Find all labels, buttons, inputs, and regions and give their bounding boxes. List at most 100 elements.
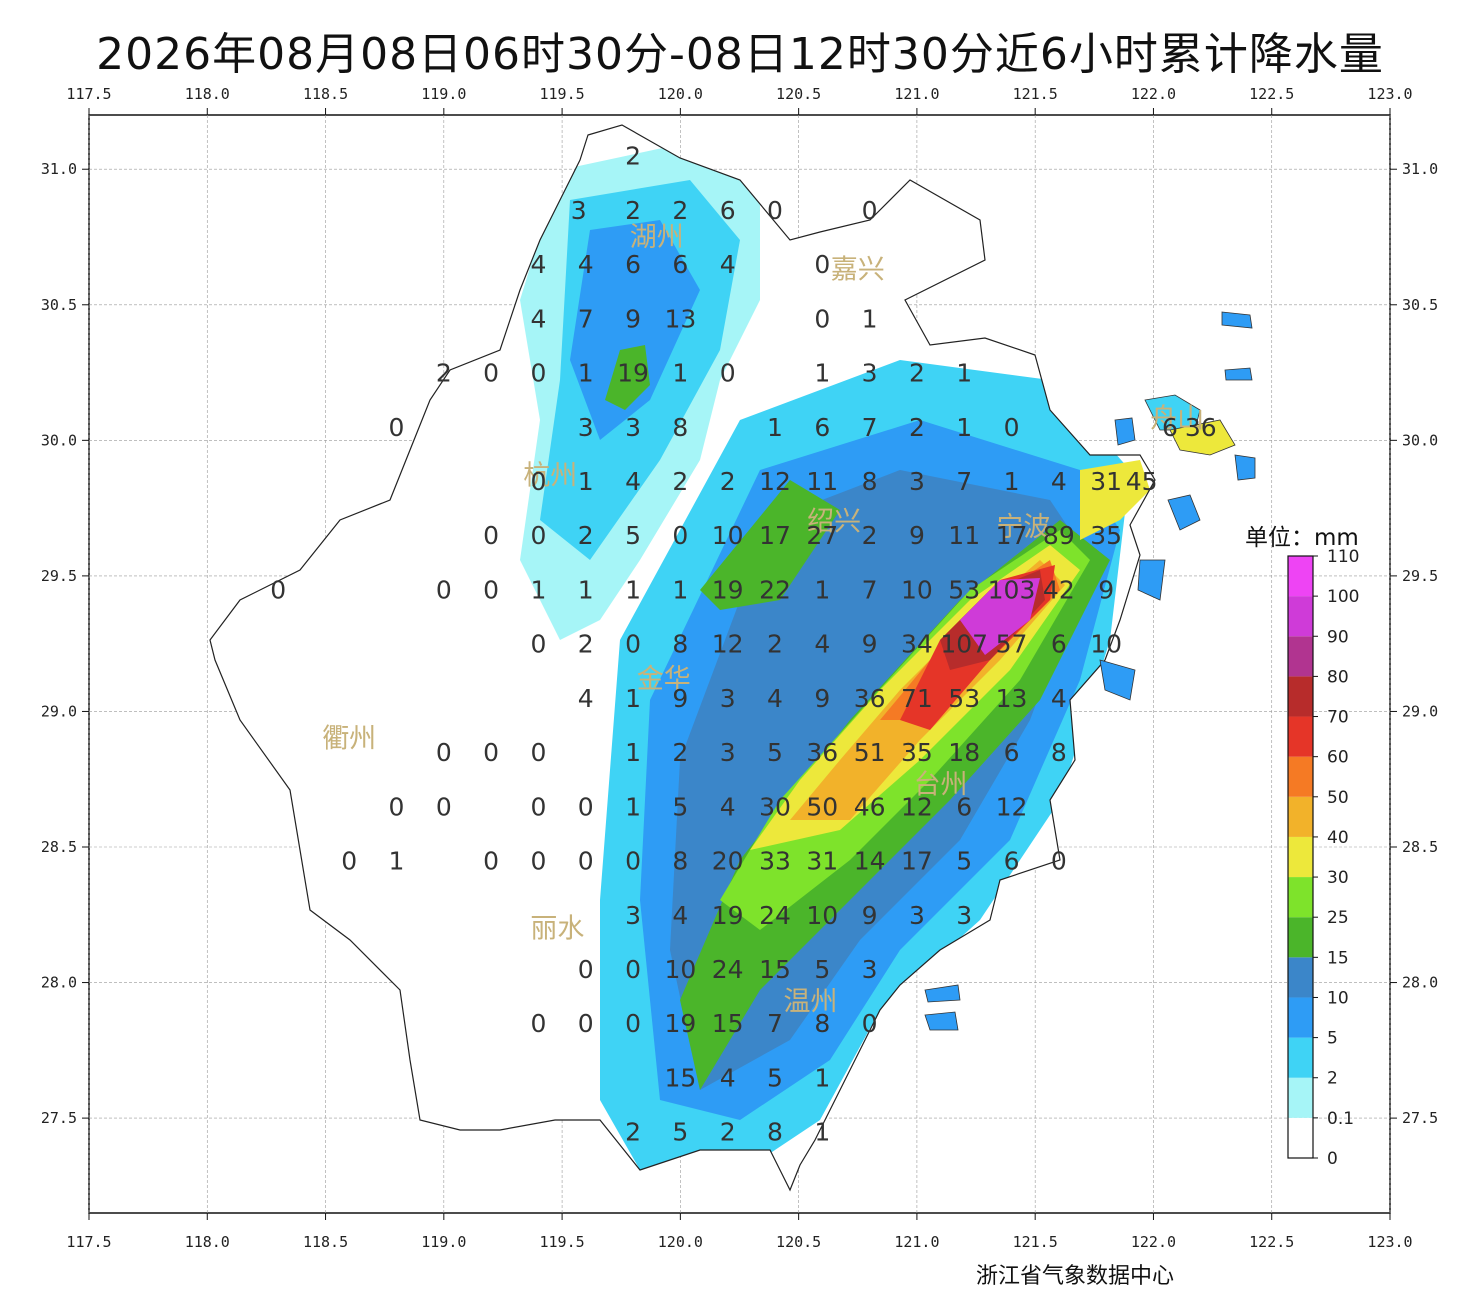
station-value: 5 — [956, 847, 972, 876]
station-value: 1 — [956, 359, 972, 388]
lon-tick-label-top: 120.5 — [776, 85, 821, 103]
islands — [924, 311, 1256, 1031]
legend-level-label: 70 — [1327, 708, 1349, 728]
lon-tick-label-bottom: 122.0 — [1131, 1233, 1176, 1251]
legend-level-label: 40 — [1327, 828, 1349, 848]
station-value: 1 — [389, 847, 405, 876]
station-value: 4 — [625, 467, 641, 496]
city-label: 湖州 — [630, 222, 684, 253]
station-value: 30 — [759, 792, 791, 821]
station-value: 0 — [862, 1009, 878, 1038]
legend-swatch — [1288, 636, 1313, 677]
city-label: 衢州 — [322, 724, 376, 755]
station-value: 4 — [1051, 467, 1067, 496]
station-value: 8 — [862, 467, 878, 496]
station-value: 10 — [712, 521, 744, 550]
lon-tick-label-top: 120.0 — [658, 85, 703, 103]
station-value: 1 — [578, 359, 594, 388]
station-value: 0 — [436, 575, 452, 604]
station-value: 45 — [1126, 467, 1158, 496]
station-value: 0 — [530, 630, 546, 659]
station-value: 17 — [996, 521, 1028, 550]
city-label: 台州 — [914, 770, 968, 801]
lon-tick-label-bottom: 123.0 — [1367, 1233, 1412, 1251]
city-label: 金华 — [637, 664, 691, 695]
legend-swatch — [1288, 1077, 1313, 1118]
station-value: 34 — [901, 630, 933, 659]
station-value: 2 — [625, 142, 641, 171]
lon-tick-label-top: 119.5 — [540, 85, 585, 103]
lon-tick-label-top: 123.0 — [1367, 85, 1412, 103]
station-value: 0 — [483, 359, 499, 388]
station-value: 3 — [625, 901, 641, 930]
station-value: 9 — [909, 521, 925, 550]
station-value: 0 — [341, 847, 357, 876]
station-value: 24 — [759, 901, 791, 930]
station-value: 2 — [767, 630, 783, 659]
station-value: 6 — [1162, 413, 1178, 442]
station-value: 0 — [625, 1009, 641, 1038]
station-value: 3 — [956, 901, 972, 930]
station-value: 15 — [664, 1063, 696, 1092]
station-value: 9 — [1098, 575, 1114, 604]
station-value: 1 — [672, 359, 688, 388]
station-value: 0 — [814, 250, 830, 279]
station-value: 0 — [530, 1009, 546, 1038]
station-value: 5 — [672, 1118, 688, 1147]
station-value: 1 — [767, 413, 783, 442]
station-value: 3 — [578, 413, 594, 442]
station-value: 6 — [1004, 738, 1020, 767]
station-value: 3 — [909, 901, 925, 930]
legend-level-label: 15 — [1327, 948, 1349, 968]
legend-swatch — [1288, 556, 1313, 597]
station-value: 27 — [806, 521, 838, 550]
station-values: 23 2 2 6 0 04 4 6 6 4 04 7 9 13 0 12 0 0 1 19 1 0 1 3 2 10 3 3 8 1 6 7 2… — [270, 142, 1216, 1147]
station-value: 0 — [483, 575, 499, 604]
province-boundary — [209, 124, 1156, 1192]
station-value: 12 — [901, 792, 933, 821]
station-value: 8 — [672, 847, 688, 876]
station-value: 2 — [625, 196, 641, 225]
lon-tick-label-top: 119.0 — [421, 85, 466, 103]
lon-tick-label-top: 122.0 — [1131, 85, 1176, 103]
station-value: 1 — [956, 413, 972, 442]
station-value: 1 — [862, 304, 878, 333]
legend-level-label: 0.1 — [1327, 1109, 1354, 1129]
legend-level-label: 80 — [1327, 667, 1349, 687]
station-value: 9 — [814, 684, 830, 713]
lat-tick-label-right: 27.5 — [1402, 1109, 1438, 1127]
axis-ticks: 117.5 117.5 118.0 118.0 118.5 118.5 119.0 119.0… — [41, 85, 1438, 1251]
station-value: 9 — [625, 304, 641, 333]
station-value: 31 — [1090, 467, 1122, 496]
station-value: 0 — [530, 738, 546, 767]
city-label: 宁波 — [996, 512, 1050, 543]
station-value: 1 — [578, 467, 594, 496]
lat-tick-label-left: 28.5 — [41, 838, 77, 856]
city-label: 嘉兴 — [831, 255, 885, 286]
station-value: 0 — [483, 521, 499, 550]
lat-tick-label-right: 29.5 — [1402, 567, 1438, 585]
data-source: 浙江省气象数据中心 — [976, 1264, 1175, 1289]
station-value: 1 — [814, 575, 830, 604]
station-value: 20 — [712, 847, 744, 876]
station-value: 1 — [625, 684, 641, 713]
station-value: 9 — [862, 630, 878, 659]
station-value: 0 — [672, 521, 688, 550]
station-value: 0 — [578, 955, 594, 984]
station-value: 11 — [948, 521, 980, 550]
legend-swatch — [1288, 796, 1313, 837]
city-label: 舟山 — [1150, 404, 1204, 435]
station-value: 7 — [862, 413, 878, 442]
station-value: 6 — [672, 250, 688, 279]
station-value: 0 — [578, 792, 594, 821]
station-value: 1 — [1004, 467, 1020, 496]
station-value: 12 — [712, 630, 744, 659]
city-label: 温州 — [783, 987, 837, 1018]
station-value: 0 — [483, 847, 499, 876]
station-value: 4 — [578, 250, 594, 279]
station-value: 0 — [530, 847, 546, 876]
legend-swatch — [1288, 676, 1313, 717]
legend-level-label: 100 — [1327, 587, 1359, 607]
station-value: 19 — [664, 1009, 696, 1038]
